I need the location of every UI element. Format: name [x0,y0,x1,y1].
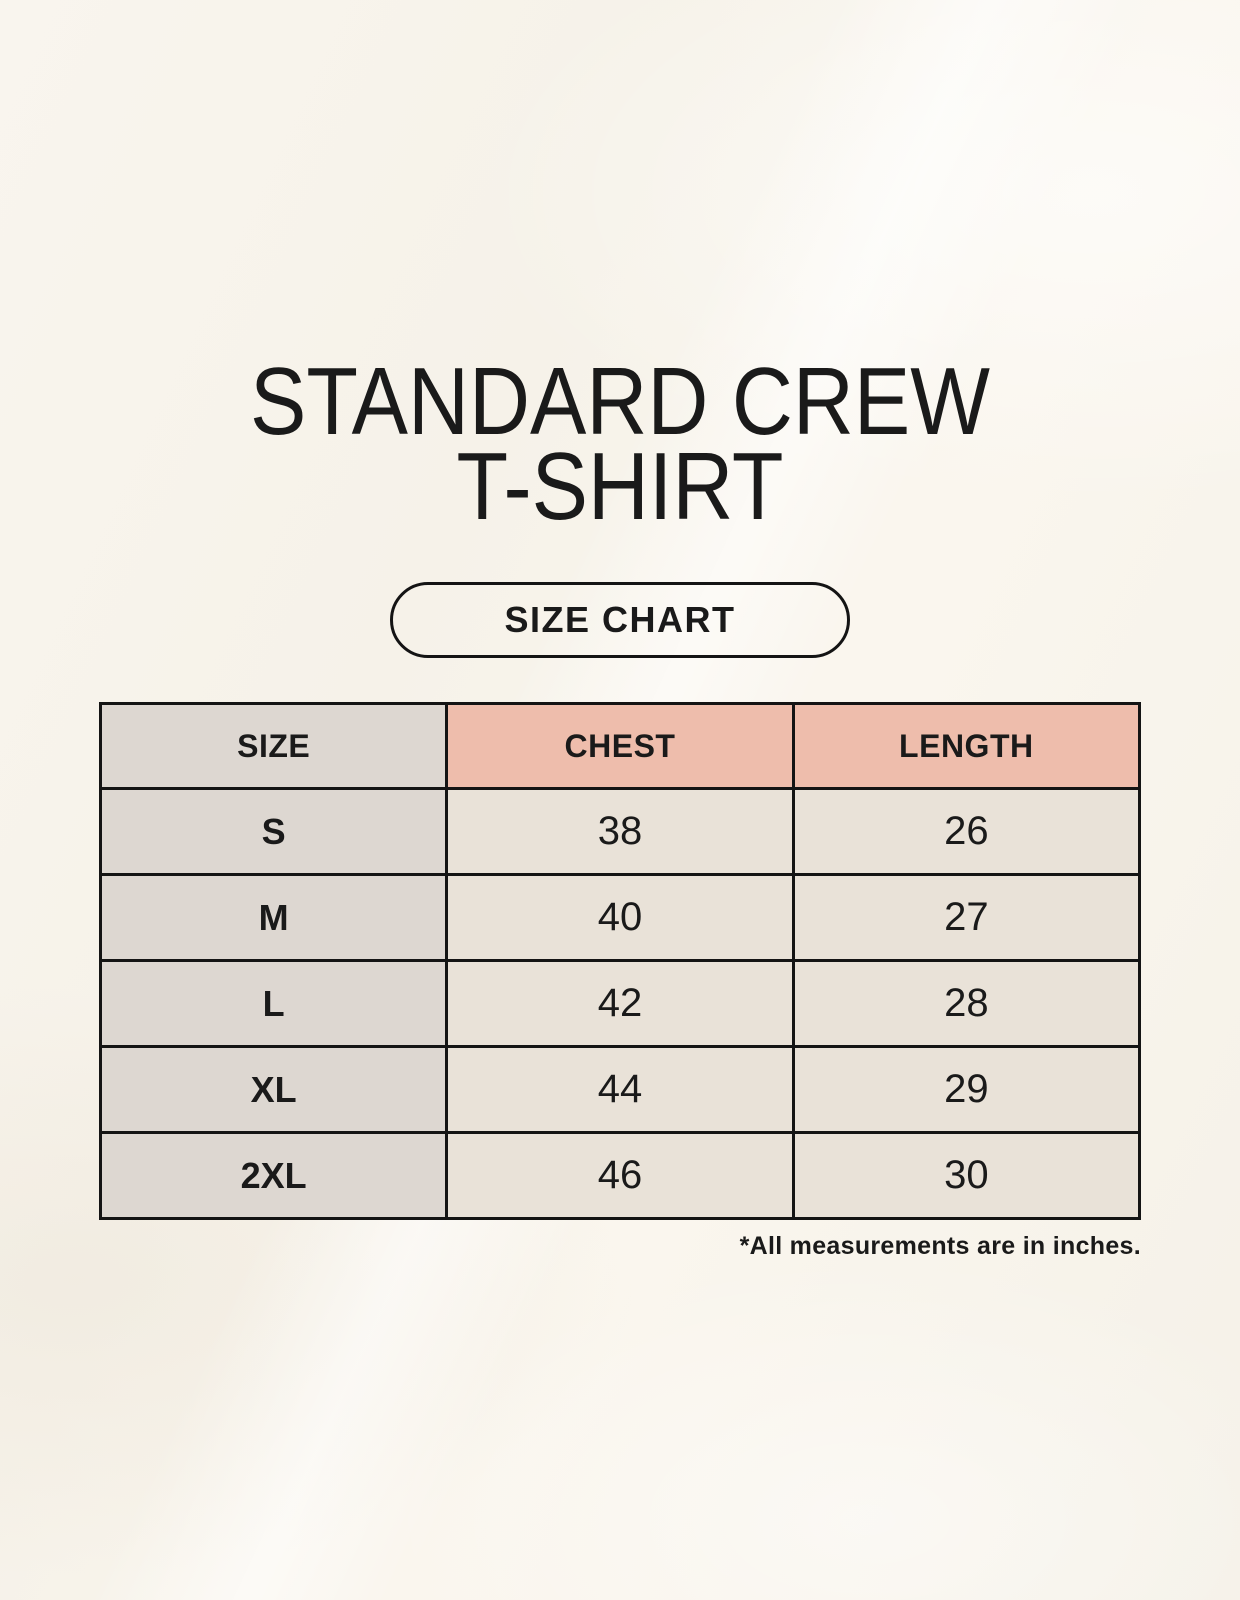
chest-cell: 42 [445,959,795,1048]
page-title: STANDARD CREW T-SHIRT [74,354,1165,535]
length-cell: 28 [791,959,1142,1048]
column-header-length: LENGTH [791,702,1142,790]
length-cell: 30 [791,1131,1142,1220]
size-cell: M [98,873,449,962]
table-row: M 40 27 [98,873,1142,962]
size-chart-button[interactable]: SIZE CHART [390,582,850,658]
chest-cell: 44 [445,1045,795,1134]
size-chart-button-label: SIZE CHART [504,599,736,640]
chest-cell: 40 [445,873,795,962]
chest-cell: 46 [445,1131,795,1220]
table-row: S 38 26 [98,787,1142,876]
column-header-chest: CHEST [445,702,795,790]
measurements-note: *All measurements are in inches. [739,1232,1141,1260]
table-row: L 42 28 [98,959,1142,1048]
size-chart-table-body: S 38 26 M 40 27 L 42 28 XL 44 29 2XL 46 [98,787,1142,1220]
length-cell: 27 [791,873,1142,962]
column-header-size: SIZE [98,702,449,790]
length-cell: 29 [791,1045,1142,1134]
page-title-line-1: STANDARD CREW [250,348,990,455]
size-cell: L [98,959,449,1048]
size-cell: 2XL [98,1131,449,1220]
size-cell: XL [98,1045,449,1134]
table-row: 2XL 46 30 [98,1131,1142,1220]
size-chart-table-header: SIZE CHEST LENGTH [98,702,1142,790]
size-chart-table: SIZE CHEST LENGTH S 38 26 M 40 27 L 42 2… [98,702,1142,1220]
size-cell: S [98,787,449,876]
table-row: XL 44 29 [98,1045,1142,1134]
length-cell: 26 [791,787,1142,876]
chest-cell: 38 [445,787,795,876]
header-row: SIZE CHEST LENGTH [98,702,1142,790]
page-title-line-2: T-SHIRT [456,433,784,540]
